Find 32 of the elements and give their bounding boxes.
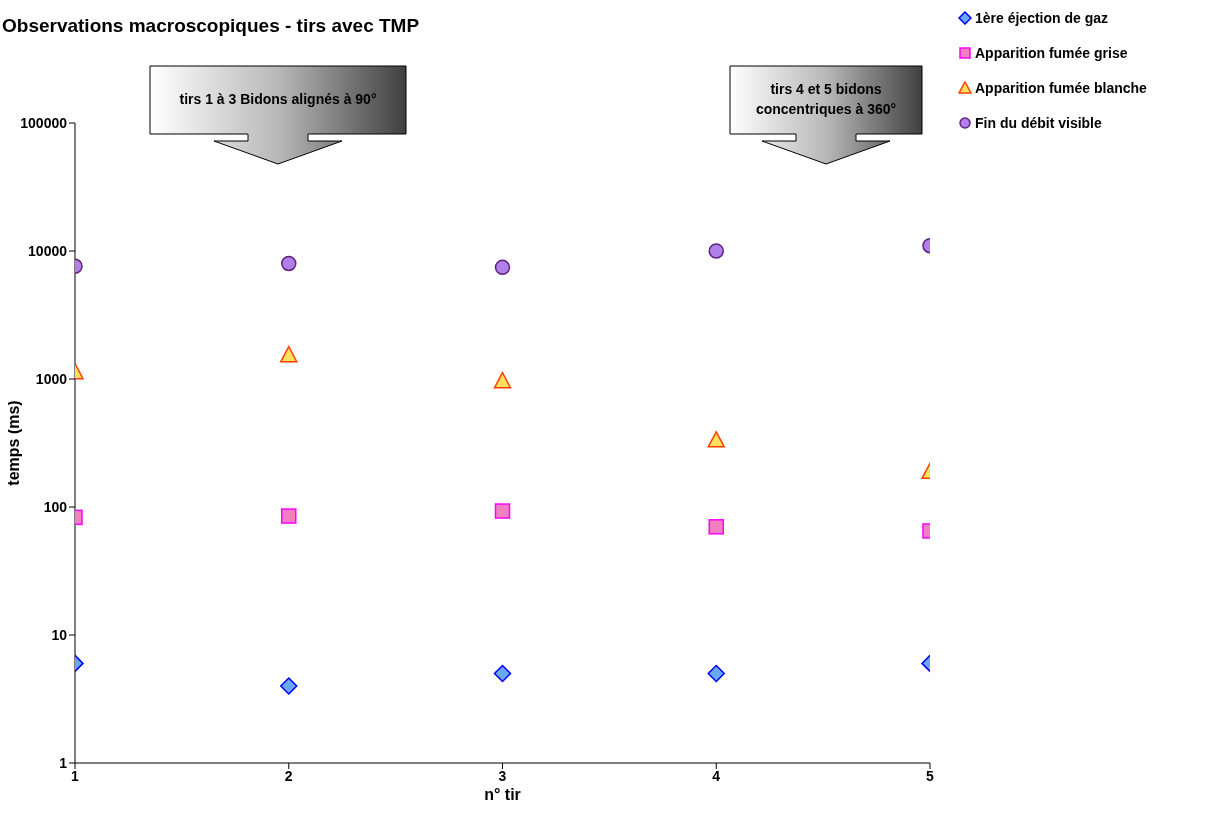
point (707, 431, 725, 448)
x-tick-label: 5 (926, 767, 935, 784)
point (707, 664, 725, 683)
legend-label: 1ère éjection de gaz (975, 10, 1109, 26)
legend-label: Apparition fumée grise (975, 45, 1128, 61)
legend-label: Fin du débit visible (975, 115, 1102, 131)
point (708, 243, 724, 259)
x-tick-label: 2 (284, 767, 293, 784)
point (494, 503, 511, 519)
point (494, 259, 511, 276)
x-tick-label: 4 (712, 767, 721, 784)
callout-arrow: tirs 1 à 3 Bidons alignés à 90° (149, 65, 407, 165)
y-tick-label: 100000 (20, 114, 68, 131)
x-tick-label: 3 (498, 767, 507, 784)
point (281, 255, 297, 272)
chart-title: Observations macroscopiques - tirs avec TMP (2, 15, 420, 37)
y-axis-title: temps (ms) (4, 400, 22, 486)
point (280, 345, 298, 363)
point (280, 677, 298, 695)
point (281, 508, 297, 524)
x-axis-title: n° tir (484, 786, 521, 803)
point (493, 371, 512, 389)
legend-label: Apparition fumée blanche (975, 80, 1147, 96)
callout-arrow: tirs 4 et 5 bidons concentriques à 360° (729, 65, 923, 165)
point (493, 664, 512, 683)
y-tick-label: 1 (59, 754, 68, 771)
y-tick-label: 10000 (28, 242, 68, 259)
x-tick-label: 1 (71, 767, 80, 784)
y-tick-label: 100 (43, 498, 68, 515)
y-tick-label: 1000 (35, 370, 68, 387)
y-tick-label: 10 (51, 626, 68, 643)
point (708, 519, 724, 535)
